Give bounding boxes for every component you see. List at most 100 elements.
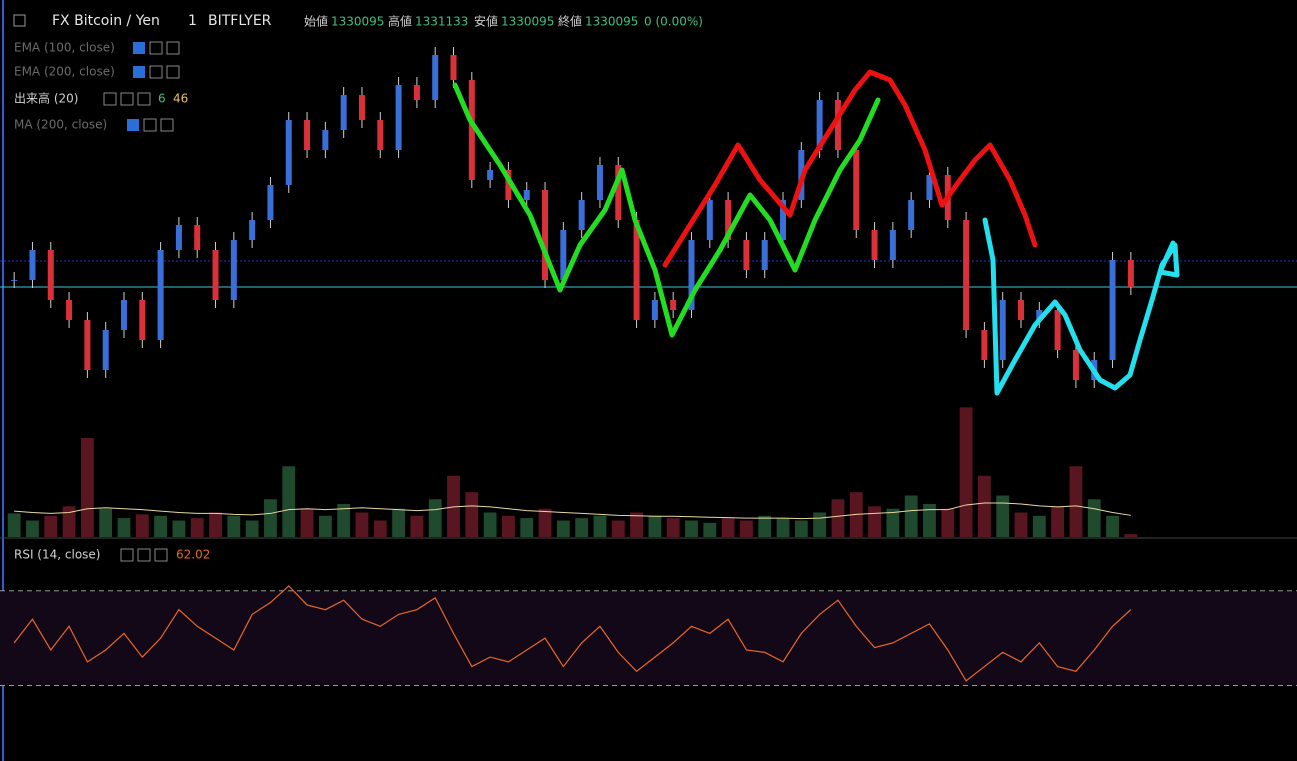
volume-bar	[703, 522, 717, 537]
settings-icon[interactable]	[120, 92, 134, 106]
close-label: 終値	[558, 14, 582, 29]
candle-body	[926, 175, 933, 200]
exchange[interactable]: BITFLYER	[208, 13, 272, 29]
high-label: 高値	[388, 14, 412, 29]
volume-bar	[264, 499, 277, 537]
close-icon[interactable]	[166, 41, 180, 55]
close-icon[interactable]	[137, 92, 151, 106]
volume-value: 6	[158, 92, 166, 106]
rsi-band	[0, 590, 1297, 686]
settings-icon[interactable]	[143, 118, 157, 132]
interval[interactable]: 1	[188, 13, 197, 29]
close-value: 1330095	[585, 15, 638, 29]
volume-bar	[1032, 515, 1046, 537]
rsi-name[interactable]: RSI (14, close)	[14, 548, 100, 562]
volume-bar	[794, 520, 808, 537]
collapse-icon[interactable]	[13, 14, 26, 27]
candle-body	[651, 300, 658, 320]
volume-bar	[7, 513, 21, 537]
open-value: 1330095	[331, 15, 384, 29]
plot	[0, 47, 1297, 687]
volume-bar	[886, 508, 900, 537]
volume-bar	[538, 508, 552, 537]
candle-body	[120, 300, 127, 330]
symbol[interactable]: FX Bitcoin / Yen	[52, 13, 160, 29]
close-icon[interactable]	[166, 65, 180, 79]
candle-body	[47, 250, 54, 300]
volume-bar	[666, 518, 680, 537]
annotation-cyan	[982, 217, 1180, 396]
candle-body	[889, 230, 896, 260]
annotation-green	[452, 82, 881, 338]
settings-icon[interactable]	[137, 548, 151, 562]
volume-bar	[62, 506, 76, 537]
volume-bar	[611, 520, 625, 537]
volume-bar	[1051, 506, 1065, 537]
volume-bar	[80, 438, 94, 537]
settings-icon[interactable]	[149, 41, 163, 55]
volume-bar	[593, 515, 607, 537]
candle-body	[615, 165, 622, 220]
volume-bar	[740, 520, 753, 537]
candle-body	[633, 220, 640, 320]
volume-bar	[959, 407, 973, 537]
candle-body	[29, 250, 36, 280]
volume-bar	[721, 518, 735, 537]
volume-bar	[26, 520, 39, 537]
indicator-name[interactable]: 出来高 (20)	[14, 91, 78, 106]
candle-body	[725, 200, 732, 240]
candle-body	[1109, 260, 1116, 360]
volume-bar	[941, 508, 955, 537]
candle-body	[249, 220, 256, 240]
close-icon[interactable]	[154, 548, 168, 562]
indicator-name[interactable]: EMA (200, close)	[14, 65, 115, 79]
volume-bar	[209, 512, 222, 537]
indicator-name[interactable]: MA (200, close)	[14, 118, 107, 132]
eye-icon[interactable]	[133, 42, 145, 54]
candle-body	[377, 120, 384, 150]
volume-bar	[630, 512, 643, 537]
candle-body	[1054, 310, 1061, 350]
candle-body	[304, 120, 311, 150]
change: 0 (0.00%)	[644, 15, 703, 29]
candle-body	[523, 190, 530, 200]
candle-body	[413, 85, 420, 100]
candle-body	[542, 190, 549, 280]
eye-icon[interactable]	[127, 119, 139, 131]
candle-body	[340, 95, 347, 130]
candle-body	[66, 300, 73, 320]
candle-body	[267, 185, 274, 220]
candle-body	[1127, 260, 1134, 287]
rsi-line	[13, 585, 1132, 682]
volume-bar	[135, 514, 149, 537]
volume-bar	[556, 520, 570, 537]
candle-body	[816, 100, 823, 150]
candle-body	[468, 80, 475, 180]
candle-body	[139, 300, 146, 340]
volume-bar	[904, 495, 918, 537]
settings-icon[interactable]	[149, 65, 163, 79]
volume-bar	[337, 504, 351, 537]
volume-bar	[392, 508, 405, 537]
candle-body	[432, 55, 439, 100]
volume-bar	[465, 492, 479, 537]
volume-bar	[758, 515, 772, 537]
eye-icon[interactable]	[103, 92, 117, 106]
candle-body	[780, 200, 787, 240]
candle-body	[560, 230, 567, 280]
candle-body	[395, 85, 402, 150]
indicator-name[interactable]: EMA (100, close)	[14, 41, 115, 55]
candle-body	[743, 240, 750, 270]
candle-body	[578, 200, 585, 230]
candle-body	[175, 225, 182, 250]
volume-bar	[190, 518, 204, 537]
eye-icon[interactable]	[133, 66, 145, 78]
eye-icon[interactable]	[120, 548, 134, 562]
volume-ma-value: 46	[173, 92, 188, 106]
candle-body	[487, 170, 494, 180]
close-icon[interactable]	[160, 118, 174, 132]
volume-bar	[428, 499, 442, 537]
low-label: 安値	[474, 14, 498, 29]
volume-bar	[282, 466, 296, 537]
